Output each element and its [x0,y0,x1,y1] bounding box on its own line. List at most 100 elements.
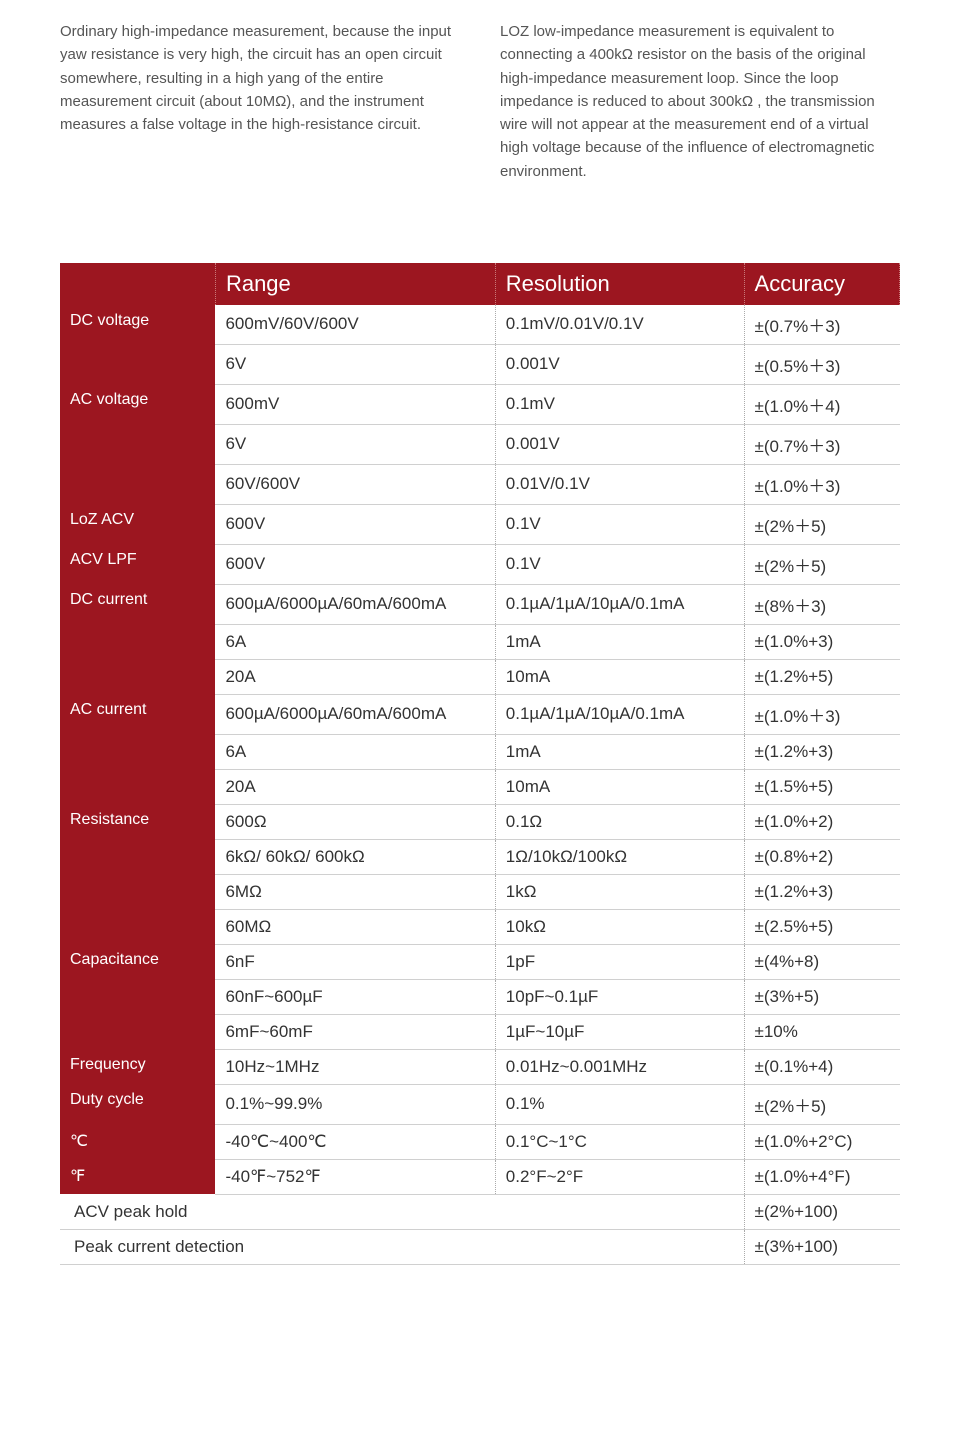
cell-range: 0.1%~99.9% [215,1084,495,1124]
row-group-label: AC voltage [60,384,215,504]
table-row: Duty cycle0.1%~99.9%0.1%±(2%＋5) [60,1084,900,1124]
cell-range: 600mV/60V/600V [215,305,495,345]
cell-range: 60nF~600µF [215,979,495,1014]
cell-resolution: 0.01Hz~0.001MHz [495,1049,744,1084]
row-group-label: Resistance [60,804,215,944]
cell-resolution: 0.1mV [495,384,744,424]
cell-range: 600Ω [215,804,495,839]
cell-accuracy: ±(2%＋5) [744,544,899,584]
cell-resolution: 0.1Ω [495,804,744,839]
cell-range: 6mF~60mF [215,1014,495,1049]
table-row: Frequency10Hz~1MHz0.01Hz~0.001MHz±(0.1%+… [60,1049,900,1084]
specifications-table: Range Resolution Accuracy DC voltage600m… [60,263,900,1265]
cell-range: 20A [215,769,495,804]
header-empty [60,263,215,305]
cell-range: 60V/600V [215,464,495,504]
table-row: ACV peak hold±(2%+100) [60,1194,900,1229]
cell-range: -40℃~400℃ [215,1124,495,1159]
cell-accuracy: ±(3%+5) [744,979,899,1014]
cell-accuracy: ±(8%＋3) [744,584,899,624]
cell-range: 6kΩ/ 60kΩ/ 600kΩ [215,839,495,874]
cell-accuracy: ±(0.5%＋3) [744,344,899,384]
cell-accuracy: ±(1.0%＋3) [744,464,899,504]
cell-resolution: 1Ω/10kΩ/100kΩ [495,839,744,874]
cell-accuracy: ±(1.0%+2) [744,804,899,839]
row-group-label: DC current [60,584,215,694]
cell-accuracy: ±(2%＋5) [744,1084,899,1124]
table-row: ACV LPF600V0.1V±(2%＋5) [60,544,900,584]
cell-accuracy: ±(1.2%+5) [744,659,899,694]
table-row: DC current600µA/6000µA/60mA/600mA0.1µA/1… [60,584,900,624]
row-group-label: ℉ [60,1159,215,1194]
cell-resolution: 0.1% [495,1084,744,1124]
cell-resolution: 10mA [495,659,744,694]
table-header-row: Range Resolution Accuracy [60,263,900,305]
header-range: Range [215,263,495,305]
cell-range: -40℉~752℉ [215,1159,495,1194]
table-row: DC voltage600mV/60V/600V0.1mV/0.01V/0.1V… [60,305,900,345]
cell-accuracy: ±(0.1%+4) [744,1049,899,1084]
cell-accuracy: ±10% [744,1014,899,1049]
cell-resolution: 0.1µA/1µA/10µA/0.1mA [495,584,744,624]
row-group-label: Capacitance [60,944,215,1049]
cell-resolution: 1mA [495,624,744,659]
cell-resolution: 10mA [495,769,744,804]
cell-resolution: 10kΩ [495,909,744,944]
cell-resolution: 0.001V [495,424,744,464]
cell-resolution: 0.1°C~1°C [495,1124,744,1159]
table-row: LoZ ACV600V0.1V±(2%＋5) [60,504,900,544]
cell-range: 6V [215,344,495,384]
cell-range: 60MΩ [215,909,495,944]
row-group-label: ℃ [60,1124,215,1159]
cell-accuracy: ±(0.8%+2) [744,839,899,874]
row-group-label: AC current [60,694,215,804]
row-group-label: ACV peak hold [60,1194,744,1229]
table-row: AC voltage600mV0.1mV±(1.0%＋4) [60,384,900,424]
cell-accuracy: ±(2.5%+5) [744,909,899,944]
cell-accuracy: ±(1.2%+3) [744,734,899,769]
cell-range: 6V [215,424,495,464]
intro-right-paragraph: LOZ low-impedance measurement is equival… [500,20,900,183]
cell-accuracy: ±(0.7%＋3) [744,424,899,464]
cell-resolution: 1µF~10µF [495,1014,744,1049]
cell-accuracy: ±(3%+100) [744,1229,899,1264]
table-row: ℃-40℃~400℃0.1°C~1°C±(1.0%+2°C) [60,1124,900,1159]
table-row: Capacitance6nF1pF±(4%+8) [60,944,900,979]
cell-range: 10Hz~1MHz [215,1049,495,1084]
cell-accuracy: ±(0.7%＋3) [744,305,899,345]
row-group-label: Duty cycle [60,1084,215,1124]
cell-accuracy: ±(1.0%+4°F) [744,1159,899,1194]
table-row: ℉-40℉~752℉0.2°F~2°F±(1.0%+4°F) [60,1159,900,1194]
cell-range: 600mV [215,384,495,424]
row-group-label: Frequency [60,1049,215,1084]
cell-range: 600V [215,504,495,544]
intro-left-paragraph: Ordinary high-impedance measurement, bec… [60,20,460,183]
cell-accuracy: ±(1.5%+5) [744,769,899,804]
cell-range: 600µA/6000µA/60mA/600mA [215,584,495,624]
cell-accuracy: ±(1.2%+3) [744,874,899,909]
row-group-label: ACV LPF [60,544,215,584]
cell-accuracy: ±(2%+100) [744,1194,899,1229]
cell-accuracy: ±(4%+8) [744,944,899,979]
row-group-label: Peak current detection [60,1229,744,1264]
cell-range: 6A [215,624,495,659]
header-accuracy: Accuracy [744,263,899,305]
cell-resolution: 0.1mV/0.01V/0.1V [495,305,744,345]
cell-resolution: 1mA [495,734,744,769]
cell-resolution: 0.01V/0.1V [495,464,744,504]
cell-accuracy: ±(1.0%＋3) [744,694,899,734]
cell-resolution: 0.1V [495,544,744,584]
cell-range: 6nF [215,944,495,979]
cell-resolution: 0.1µA/1µA/10µA/0.1mA [495,694,744,734]
cell-resolution: 0.1V [495,504,744,544]
cell-accuracy: ±(1.0%+3) [744,624,899,659]
cell-range: 6MΩ [215,874,495,909]
cell-range: 600µA/6000µA/60mA/600mA [215,694,495,734]
cell-resolution: 0.001V [495,344,744,384]
header-resolution: Resolution [495,263,744,305]
cell-range: 6A [215,734,495,769]
cell-range: 600V [215,544,495,584]
table-row: Peak current detection±(3%+100) [60,1229,900,1264]
cell-resolution: 1pF [495,944,744,979]
row-group-label: LoZ ACV [60,504,215,544]
